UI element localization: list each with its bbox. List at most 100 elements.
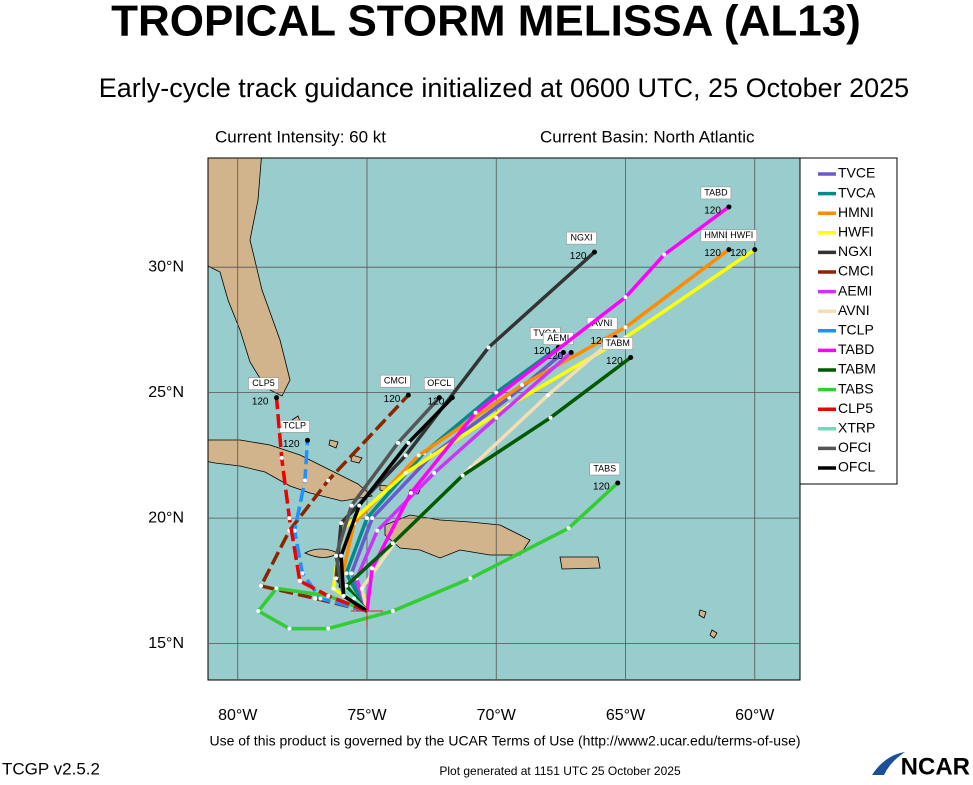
track-point [339,521,344,526]
track-point [406,440,411,445]
end-label: CLP5 [252,378,275,388]
end-label-box [380,374,411,388]
track-point [460,473,465,478]
end-label-box [602,337,633,350]
end-label-box [726,229,758,242]
end-hour: 120 [606,356,623,367]
end-label: TABS [593,463,616,473]
track-point [313,596,318,601]
track [344,346,560,612]
track-point [341,593,346,598]
legend-label: CLP5 [838,400,873,416]
generated: Plot generated at 1151 UTC 25 October 20… [439,764,681,778]
legend-label: XTRP [838,420,875,436]
end-hour: 120 [570,251,587,262]
track-point [326,478,331,483]
track-point [357,503,362,508]
legend-label: AVNI [838,302,870,318]
track-point [352,596,357,601]
track-point [258,583,263,588]
track-end [274,395,280,401]
logo-mark [872,752,905,775]
track-point [494,390,499,395]
basin: Current Basin: North Atlantic [540,127,755,146]
track-point [349,503,354,508]
title: TROPICAL STORM MELISSA (AL13) [111,0,861,46]
track-end [449,395,455,401]
track-point [256,608,261,613]
end-hour: 120 [428,396,445,407]
track-end [615,480,621,486]
track-point [274,586,279,591]
track-point [473,410,478,415]
track-point [333,576,338,581]
legend [799,157,898,485]
track-point [326,626,331,631]
legend-label: OFCI [838,439,871,455]
track-end [305,437,311,443]
y-tick-label: 15°N [148,635,184,652]
legend-label: TCLP [838,322,874,338]
end-label: TABD [704,187,728,197]
track-point [333,553,338,558]
x-tick-label: 70°W [477,707,517,724]
track-point [287,626,292,631]
track-point [396,440,401,445]
end-hour: 120 [547,351,564,362]
track-point [318,596,323,601]
end-hour: 120 [283,439,300,450]
end-label: HWFI [730,230,753,240]
track-point [375,528,380,533]
track-point [331,586,336,591]
end-label: HMNI [704,230,727,240]
end-hour: 120 [252,396,269,407]
end-label-box [566,231,597,245]
track-point [326,593,331,598]
end-hour: 120 [704,206,721,217]
subtitle: Early-cycle track guidance initialized a… [99,73,909,103]
end-label: AVNI [592,318,612,328]
end-hour: 120 [534,346,551,357]
y-tick-label: 30°N [148,258,184,275]
x-tick-label: 80°W [218,707,258,724]
x-tick-label: 60°W [735,707,775,724]
x-tick-label: 75°W [347,707,387,724]
track-end [436,395,442,401]
legend-label: NGXI [838,243,872,259]
logo: NCAR [901,753,970,780]
track-end [405,392,411,398]
end-label-box [589,462,620,476]
end-label-box [424,377,455,390]
legend-label: AEMI [838,282,872,298]
intensity: Current Intensity: 60 kt [215,127,386,146]
track-end [752,247,758,253]
end-hour: 120 [704,248,721,259]
track-point [287,516,292,521]
legend-label: HWFI [838,224,874,240]
track-point [279,455,284,460]
track-point [292,528,297,533]
track-point [403,453,408,458]
end-label: AEMI [547,333,569,343]
track-point [370,516,375,521]
end-hour: 120 [590,336,607,347]
x-tick-label: 65°W [606,707,646,724]
track-end [726,247,732,253]
track-point [302,478,307,483]
end-label: OFCL [427,378,451,388]
track [292,440,368,613]
end-label: CMCI [384,376,407,386]
legend-label: OFCL [838,459,876,475]
end-label-box [700,186,732,200]
track-point [344,583,349,588]
track-point [432,470,437,475]
track-point [520,383,525,388]
end-label-box [248,377,279,390]
track-point [468,576,473,581]
track [344,356,632,613]
track-point [370,566,375,571]
track-point [344,571,349,576]
legend-label: TABS [838,380,874,396]
land [208,158,718,639]
